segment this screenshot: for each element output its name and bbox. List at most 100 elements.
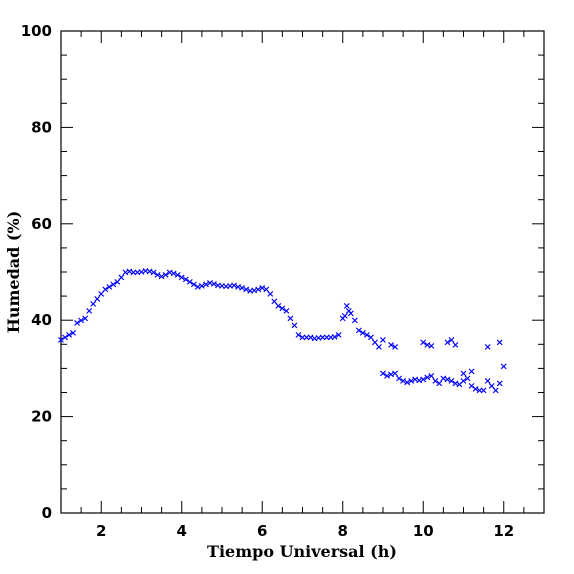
data-point: × — [153, 270, 161, 281]
data-point: × — [419, 337, 427, 348]
data-point: × — [230, 281, 238, 292]
data-point: × — [190, 280, 198, 291]
data-point: × — [262, 284, 270, 295]
data-point: × — [234, 282, 242, 293]
data-point: × — [121, 268, 129, 279]
data-point: × — [178, 272, 186, 283]
data-point: × — [359, 328, 367, 339]
data-point: × — [310, 334, 318, 345]
data-point: × — [218, 281, 226, 292]
data-point: × — [202, 280, 210, 291]
y-tick-label: 40 — [31, 311, 52, 329]
data-point: × — [435, 378, 443, 389]
data-point: × — [222, 281, 230, 292]
data-point: × — [500, 361, 508, 372]
data-point: × — [407, 376, 415, 387]
data-point: × — [89, 299, 97, 310]
data-point: × — [467, 366, 475, 377]
data-point: × — [113, 277, 121, 288]
data-point: × — [326, 333, 334, 344]
data-point: × — [250, 285, 258, 296]
x-tick-label: 10 — [413, 522, 434, 540]
data-point: × — [278, 304, 286, 315]
data-point: × — [395, 374, 403, 385]
data-point: × — [129, 268, 137, 279]
data-point: × — [274, 301, 282, 312]
data-point: × — [463, 374, 471, 385]
data-point: × — [496, 378, 504, 389]
y-tick-label: 20 — [31, 408, 52, 426]
data-point: × — [496, 337, 504, 348]
data-point: × — [355, 325, 363, 336]
data-point: × — [391, 369, 399, 380]
data-point: × — [339, 313, 347, 324]
data-point: × — [451, 378, 459, 389]
x-axis-title: Tiempo Universal (h) — [207, 542, 397, 561]
data-point: × — [443, 337, 451, 348]
data-point: × — [266, 289, 274, 300]
axis-tick-labels: 2 4 6 8 10 12 0 20 40 60 80 100 — [21, 22, 515, 540]
x-tick-label: 12 — [493, 522, 514, 540]
data-point: × — [246, 286, 254, 297]
data-point: × — [423, 373, 431, 384]
data-point: × — [294, 330, 302, 341]
data-point: × — [165, 268, 173, 279]
data-point: × — [331, 332, 339, 343]
data-point: × — [341, 311, 349, 322]
data-point: × — [371, 337, 379, 348]
x-tick-label: 8 — [338, 522, 348, 540]
data-point: × — [206, 278, 214, 289]
data-point: × — [475, 386, 483, 397]
x-tick-label: 4 — [177, 522, 187, 540]
data-point: × — [483, 342, 491, 353]
data-point: × — [125, 267, 133, 278]
data-point: × — [298, 333, 306, 344]
data-point: × — [109, 280, 117, 291]
data-point: × — [318, 333, 326, 344]
data-point: × — [415, 375, 423, 386]
data-point: × — [85, 306, 93, 317]
y-axis-title: Humedad (%) — [4, 211, 23, 334]
data-point: × — [322, 333, 330, 344]
data-point: × — [492, 386, 500, 397]
data-point: × — [174, 270, 182, 281]
data-point: × — [117, 272, 125, 283]
data-point: × — [483, 376, 491, 387]
data-point: × — [471, 384, 479, 395]
data-point: × — [270, 296, 278, 307]
data-points: ××××××××××××××××××××××××××××××××××××××××… — [57, 266, 508, 397]
data-point: × — [186, 277, 194, 288]
data-point: × — [343, 301, 351, 312]
data-point: × — [467, 381, 475, 392]
data-point: × — [73, 318, 81, 329]
data-point: × — [198, 281, 206, 292]
data-point: × — [335, 330, 343, 341]
data-point: × — [387, 340, 395, 351]
data-point: × — [145, 267, 153, 278]
data-point: × — [214, 281, 222, 292]
data-point: × — [363, 330, 371, 341]
data-point: × — [141, 266, 149, 277]
y-tick-label: 80 — [31, 118, 52, 136]
data-point: × — [391, 342, 399, 353]
data-point: × — [427, 341, 435, 352]
data-point: × — [161, 270, 169, 281]
data-point: × — [379, 335, 387, 346]
data-point: × — [242, 284, 250, 295]
data-point: × — [375, 342, 383, 353]
data-point: × — [93, 294, 101, 305]
data-point: × — [133, 268, 141, 279]
data-point: × — [61, 333, 69, 344]
data-point: × — [254, 284, 262, 295]
data-point: × — [459, 376, 467, 387]
data-point: × — [411, 375, 419, 386]
data-point: × — [443, 375, 451, 386]
data-point: × — [286, 313, 294, 324]
data-point: × — [302, 333, 310, 344]
data-point: × — [487, 381, 495, 392]
data-point: × — [137, 267, 145, 278]
data-point: × — [105, 282, 113, 293]
data-point: × — [455, 379, 463, 390]
data-point: × — [149, 268, 157, 279]
